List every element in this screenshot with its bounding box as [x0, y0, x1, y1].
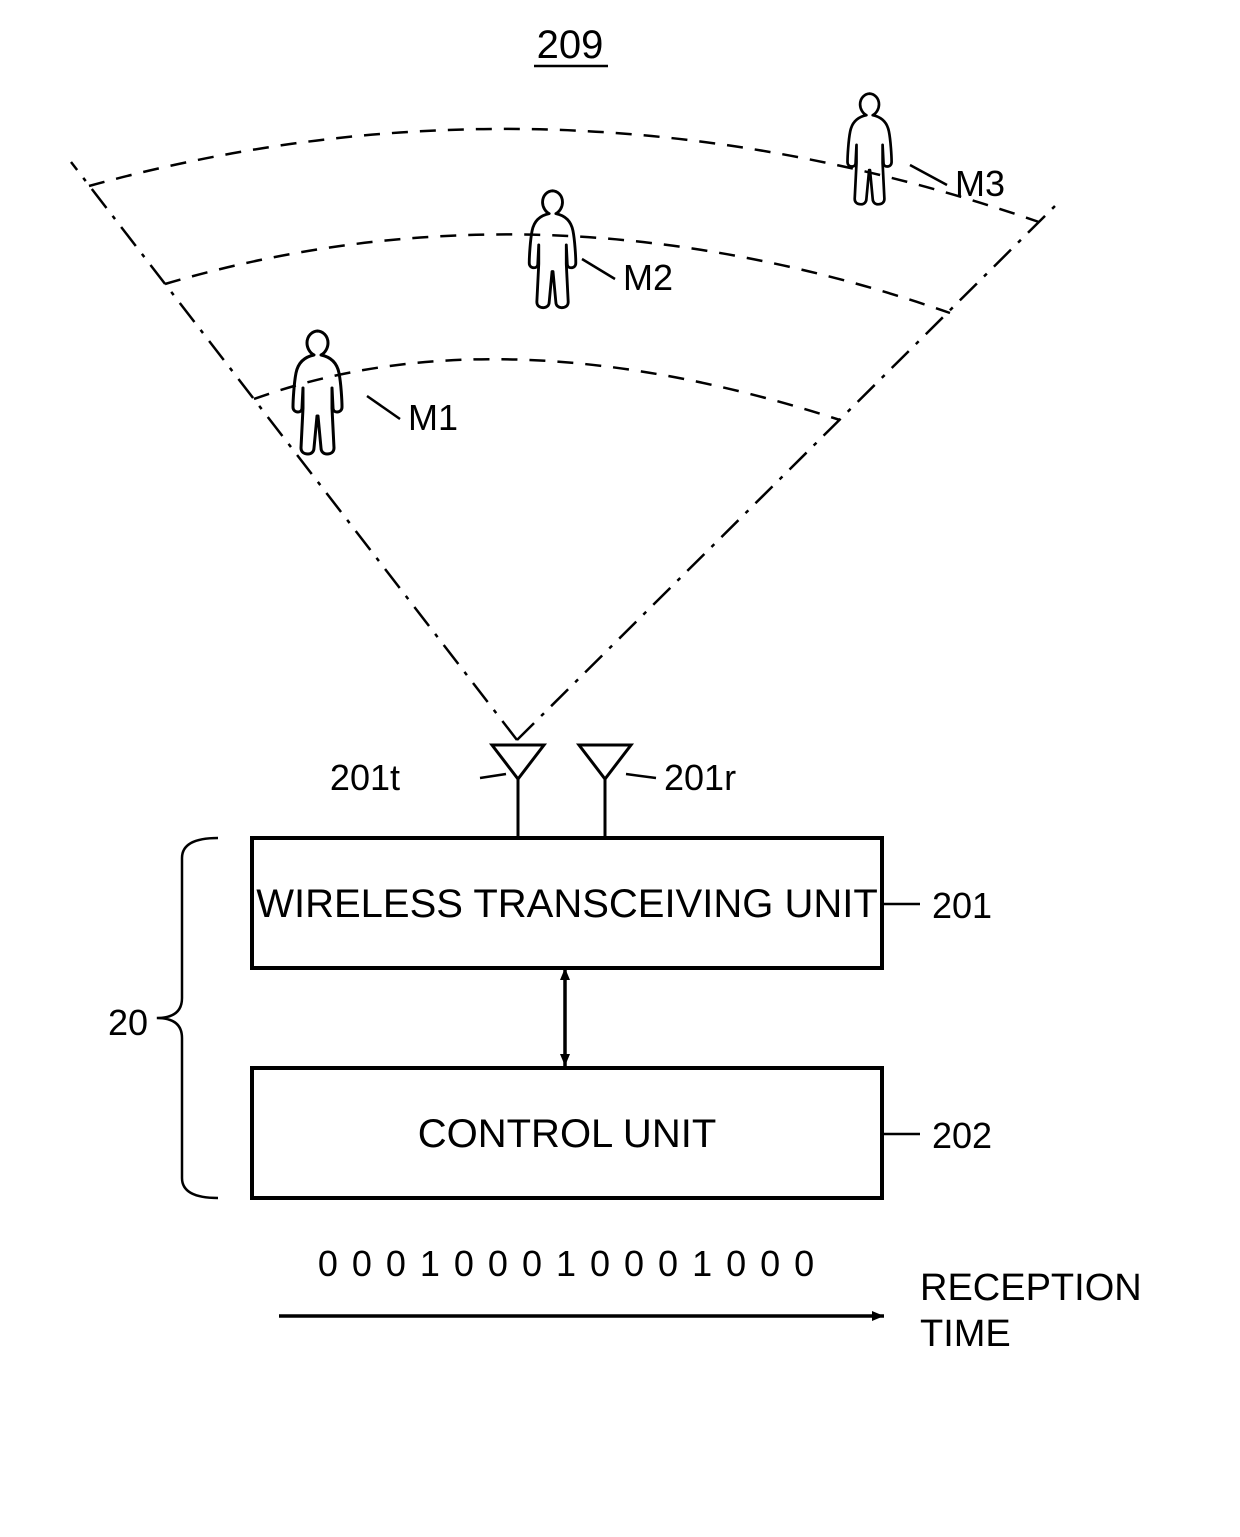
person-m3 — [848, 94, 892, 205]
person-m1 — [293, 331, 342, 454]
leader-m1 — [367, 396, 400, 419]
antenna-rx-label: 201r — [664, 757, 736, 798]
cone-edge-right — [517, 200, 1061, 740]
antenna-rx-icon — [579, 745, 631, 779]
title-label: 209 — [537, 23, 604, 67]
leader-m3 — [910, 165, 947, 185]
bits-sequence: 0 0 0 1 0 0 0 1 0 0 0 1 0 0 0 — [318, 1243, 816, 1284]
label-m3: M3 — [955, 163, 1005, 204]
antenna-rx-leader — [626, 774, 656, 778]
control-unit-ref: 202 — [932, 1115, 992, 1156]
cone-edge-left — [71, 162, 517, 740]
timeline-label-2: TIME — [920, 1313, 1011, 1355]
range-arc-3 — [89, 129, 1039, 222]
label-m2: M2 — [623, 257, 673, 298]
range-arc-2 — [165, 234, 950, 313]
timeline-label-1: RECEPTION — [920, 1267, 1142, 1309]
antenna-tx-leader — [480, 774, 506, 778]
label-m1: M1 — [408, 397, 458, 438]
leader-m2 — [582, 259, 615, 279]
antenna-tx-label: 201t — [330, 757, 400, 798]
person-m2 — [529, 191, 576, 308]
control-unit-label: CONTROL UNIT — [418, 1112, 717, 1156]
group-brace — [157, 838, 218, 1198]
wireless-unit-ref: 201 — [932, 885, 992, 926]
wireless-unit-label: WIRELESS TRANSCEIVING UNIT — [256, 882, 878, 926]
group-label: 20 — [108, 1002, 148, 1043]
